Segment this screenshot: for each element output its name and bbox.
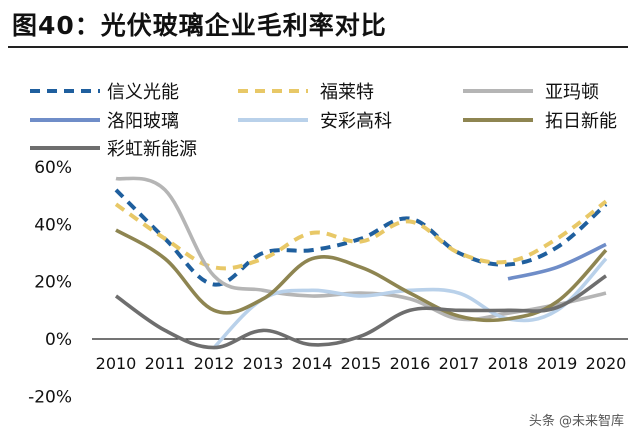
legend-label: 彩虹新能源	[107, 139, 197, 160]
legend-item: 安彩高科	[238, 111, 392, 132]
x-tick-label: 2010	[96, 354, 137, 373]
legend-label: 安彩高科	[320, 111, 392, 132]
legend-item: 洛阳玻璃	[30, 111, 179, 132]
legend-label: 洛阳玻璃	[107, 111, 179, 132]
series-line-3	[507, 242, 607, 281]
x-axis: 2010 2011 2012 2013 2014 2015 2016 2017 2018 2019…	[92, 338, 628, 373]
legend-item: 福莱特	[238, 82, 374, 103]
plot-area	[114, 176, 608, 350]
title-rule	[8, 46, 628, 48]
series-line-6	[114, 274, 608, 350]
x-tick-label: 2018	[488, 354, 529, 373]
watermark: 头条 @未来智库	[528, 414, 624, 429]
x-tick-label: 2013	[243, 354, 284, 373]
legend-item: 拓日新能	[463, 111, 617, 132]
series-line-2	[115, 176, 607, 322]
y-tick-label: 60%	[34, 158, 72, 178]
y-tick-label: 0%	[45, 330, 72, 350]
y-tick-label: 20%	[34, 273, 72, 293]
y-tick-label: -20%	[28, 387, 72, 407]
y-axis: -20% 0% 20% 40% 60%	[28, 158, 72, 407]
legend-label: 亚玛顿	[545, 82, 599, 103]
legend-label: 信义光能	[107, 82, 179, 103]
x-tick-label: 2011	[145, 354, 186, 373]
legend-label: 福莱特	[320, 82, 374, 103]
x-tick-label: 2012	[194, 354, 235, 373]
x-tick-label: 2015	[341, 354, 382, 373]
x-tick-label: 2020	[586, 354, 627, 373]
x-tick-label: 2014	[292, 354, 333, 373]
legend-item: 彩虹新能源	[30, 139, 197, 160]
series-line-4	[212, 257, 608, 349]
series-line-0	[114, 188, 608, 287]
legend-label: 拓日新能	[545, 111, 617, 132]
series-line-5	[115, 228, 608, 323]
legend-item: 信义光能	[30, 82, 179, 103]
legend-item: 亚玛顿	[463, 82, 599, 103]
y-tick-label: 40%	[34, 215, 72, 235]
x-tick-label: 2016	[390, 354, 431, 373]
x-tick-label: 2019	[537, 354, 578, 373]
series-line-1	[114, 199, 608, 271]
x-tick-label: 2017	[439, 354, 480, 373]
figure-title: 图40：光伏玻璃企业毛利率对比	[12, 11, 387, 40]
